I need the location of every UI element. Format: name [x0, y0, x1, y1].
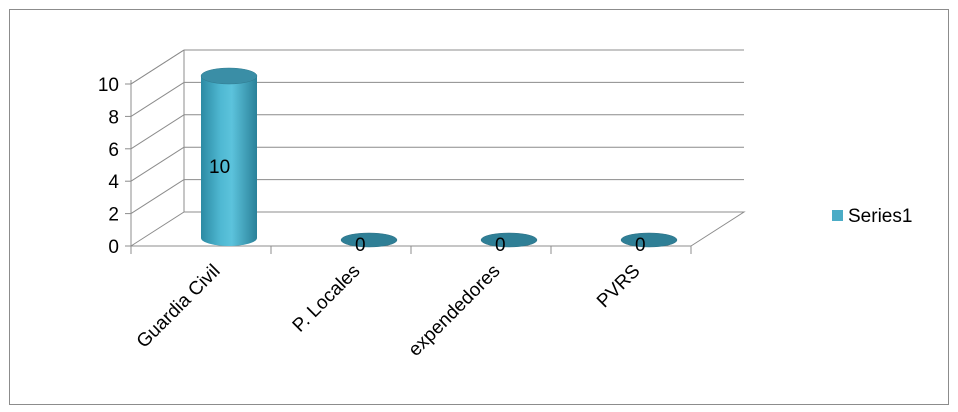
x-tick-label: P. Locales: [289, 261, 365, 337]
chart-svg: 0 2 4 6 8 10 Guardia Civil P. Locales expendedo…: [98, 49, 912, 361]
y-tick-label: 8: [108, 107, 119, 128]
y-axis-ticks: 0 2 4 6 8 10: [98, 75, 120, 258]
bar-p-locales: [340, 232, 398, 248]
chart-walls: [130, 211, 746, 247]
data-label: 0: [495, 235, 506, 256]
legend: Series1: [832, 206, 912, 227]
data-label: 0: [635, 235, 646, 256]
y-tick-label: 10: [98, 75, 119, 96]
bar-guardia-civil: [201, 76, 257, 246]
bar-expendedores: [480, 232, 538, 248]
gridline-side: [130, 146, 185, 182]
legend-label: Series1: [848, 206, 912, 227]
floor-outline: [130, 211, 746, 247]
legend-swatch: [832, 210, 843, 221]
bar-pvrs: [620, 232, 678, 248]
y-tick-label: 2: [108, 205, 119, 226]
axes: [125, 50, 692, 254]
bar-top: [200, 67, 258, 85]
y-tick-label: 4: [108, 172, 119, 193]
bars: [200, 67, 678, 248]
data-label: 0: [355, 235, 366, 256]
y-tick-label: 0: [108, 237, 119, 258]
gridline-side: [130, 179, 185, 215]
x-tick-label: expendedores: [405, 261, 505, 361]
y-tick-label: 6: [108, 140, 119, 161]
gridline-side: [130, 81, 185, 117]
x-axis-ticks: Guardia Civil P. Locales expendedores PVRS: [133, 261, 645, 361]
data-label: 10: [209, 157, 230, 178]
gridline-side: [130, 114, 185, 150]
data-labels: 10 0 0 0: [209, 157, 646, 256]
x-tick-label: Guardia Civil: [133, 261, 225, 353]
gridline-side: [130, 49, 185, 85]
chart-frame: 0 2 4 6 8 10 Guardia Civil P. Locales expendedo…: [9, 9, 949, 405]
x-tick-label: PVRS: [593, 261, 644, 312]
gridlines: [130, 49, 744, 215]
